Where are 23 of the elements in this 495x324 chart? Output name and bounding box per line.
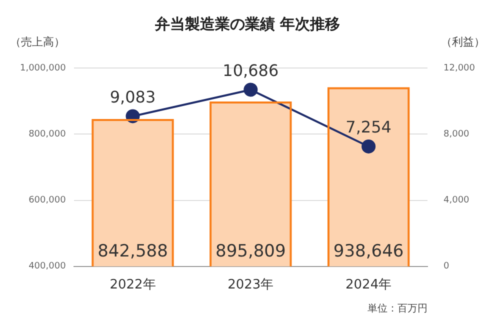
x-tick-label: 2024年 [346, 278, 392, 293]
y-axis-title: （売上高） [10, 35, 65, 48]
data-label: 7,254 [346, 118, 392, 137]
y2-tick-label: 12,000 [444, 63, 476, 74]
y-tick-label: 1,000,000 [20, 63, 66, 74]
y-tick-label: 600,000 [28, 196, 66, 206]
data-label: 842,588 [98, 241, 168, 262]
text: 単位：百万円 [368, 302, 428, 315]
chart-title: 弁当製造業の業績 年次推移 [154, 14, 340, 33]
data-label: 895,809 [216, 241, 286, 262]
data-label: 938,646 [333, 241, 404, 262]
y-tick-label: 800,000 [28, 129, 66, 140]
y2-tick-label: 4,000 [444, 196, 470, 206]
y2-tick-label: 8,000 [444, 129, 470, 140]
x-tick-label: 2022年 [110, 278, 156, 293]
y-tick-label: 400,000 [28, 262, 66, 272]
data-label: 10,686 [222, 60, 279, 80]
x-tick-label: 2023年 [228, 278, 274, 293]
y2-tick-label: 0 [444, 262, 450, 272]
data-label: 9,083 [110, 87, 156, 106]
point [362, 139, 376, 154]
point [244, 82, 258, 97]
y2-axis-title: （利益） [441, 35, 485, 48]
